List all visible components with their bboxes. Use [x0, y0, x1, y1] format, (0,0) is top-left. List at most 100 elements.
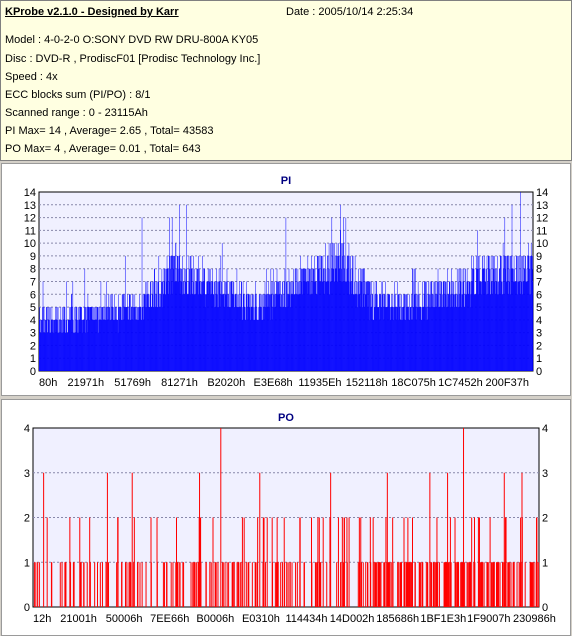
pi-bar — [458, 281, 459, 371]
pi-bar — [312, 294, 313, 371]
pi-bar — [108, 319, 109, 371]
pi-bar — [245, 319, 247, 371]
pi-bar — [524, 255, 526, 371]
pi-bar — [57, 307, 58, 371]
pi-bar — [147, 294, 149, 371]
pi-bar — [484, 255, 485, 371]
pi-bar — [177, 255, 178, 371]
pi-bar — [222, 294, 224, 371]
pi-bar — [135, 307, 136, 371]
pi-bar — [286, 281, 287, 371]
pi-bar — [420, 307, 422, 371]
pi-bar — [506, 281, 507, 371]
pi-bar — [390, 307, 392, 371]
pi-bar — [354, 281, 355, 371]
pi-bar — [263, 307, 264, 371]
pi-bar — [377, 307, 379, 371]
pi-bar — [264, 307, 265, 371]
pi-bar — [48, 307, 50, 371]
pi-bar — [212, 281, 213, 371]
pi-bar — [202, 281, 203, 371]
pi-bar — [96, 307, 97, 371]
pi-bar — [80, 307, 82, 371]
pi-bar — [503, 255, 505, 371]
pi-bar — [505, 255, 507, 371]
pi-bar — [372, 294, 373, 371]
pi-bar — [202, 294, 204, 371]
pi-bar — [331, 268, 333, 371]
pi-bar — [352, 268, 353, 371]
pi-bar — [522, 255, 523, 371]
pi-bar — [272, 319, 273, 371]
pi-bar — [380, 307, 382, 371]
pi-bar — [278, 294, 279, 371]
pi-bar — [360, 307, 362, 371]
pi-bar — [299, 294, 300, 371]
pi-bar — [441, 307, 443, 371]
pi-bar — [168, 294, 169, 371]
pi-bar — [378, 319, 380, 371]
pi-bar — [511, 255, 512, 371]
pi-bar — [332, 255, 334, 371]
pi-bar — [212, 281, 214, 371]
pi-bar — [229, 307, 230, 371]
pi-bar — [451, 294, 452, 371]
pi-bar — [493, 255, 494, 371]
pi-bar — [323, 268, 325, 371]
y-tick-label: 3 — [24, 468, 30, 480]
pi-bar — [54, 332, 56, 371]
pi-bar — [378, 307, 379, 371]
pi-bar — [405, 294, 407, 371]
pi-bar — [173, 255, 175, 371]
pi-bar — [507, 281, 508, 371]
pi-bar — [213, 294, 215, 371]
pi-bar — [424, 281, 426, 371]
pi-bar — [232, 294, 234, 371]
pi-bar — [510, 294, 511, 371]
pi-bar — [338, 255, 339, 371]
pi-bar — [70, 307, 72, 371]
x-tick-label: 14D002h — [330, 613, 375, 625]
pi-bar — [445, 294, 447, 371]
pi-bar — [332, 243, 333, 371]
pi-bar — [174, 255, 175, 371]
pi-bar — [460, 281, 461, 371]
pi-bar — [419, 307, 420, 371]
pi-bar — [388, 294, 389, 371]
pi-bar — [74, 332, 76, 371]
pi-bar — [134, 307, 135, 371]
pi-bar — [143, 319, 144, 371]
pi-bar — [60, 307, 62, 371]
pi-bar — [469, 281, 471, 371]
pi-bar — [80, 307, 81, 371]
pi-bar — [285, 307, 286, 371]
pi-bar — [374, 307, 375, 371]
pi-bar — [244, 294, 246, 371]
pi-bar — [242, 307, 243, 371]
pi-bar — [75, 307, 76, 371]
pi-bar — [114, 319, 115, 371]
pi-bar — [205, 294, 206, 371]
pi-bar — [515, 281, 517, 371]
pi-bar — [114, 307, 116, 371]
pi-bar — [174, 281, 176, 371]
pi-bar — [431, 307, 432, 371]
pi-bar — [369, 319, 370, 371]
pi-bar — [164, 268, 165, 371]
y-tick-label-right: 3 — [542, 468, 548, 480]
pi-bar — [111, 294, 112, 371]
pi-bar — [438, 281, 439, 371]
pi-bar — [344, 281, 346, 371]
pi-bar — [181, 281, 183, 371]
pi-bar — [532, 281, 534, 371]
pi-bar — [192, 268, 193, 371]
disc-info: Disc : DVD-R , ProdiscF01 [Prodisc Techn… — [5, 53, 261, 65]
pi-bar — [417, 281, 419, 371]
pi-bar — [128, 319, 129, 371]
pi-bar — [436, 307, 437, 371]
pi-bar — [376, 294, 377, 371]
pi-bar — [111, 307, 113, 371]
pi-bar — [437, 294, 438, 371]
pi-bar — [57, 307, 59, 371]
y-tick-label: 11 — [25, 225, 36, 237]
